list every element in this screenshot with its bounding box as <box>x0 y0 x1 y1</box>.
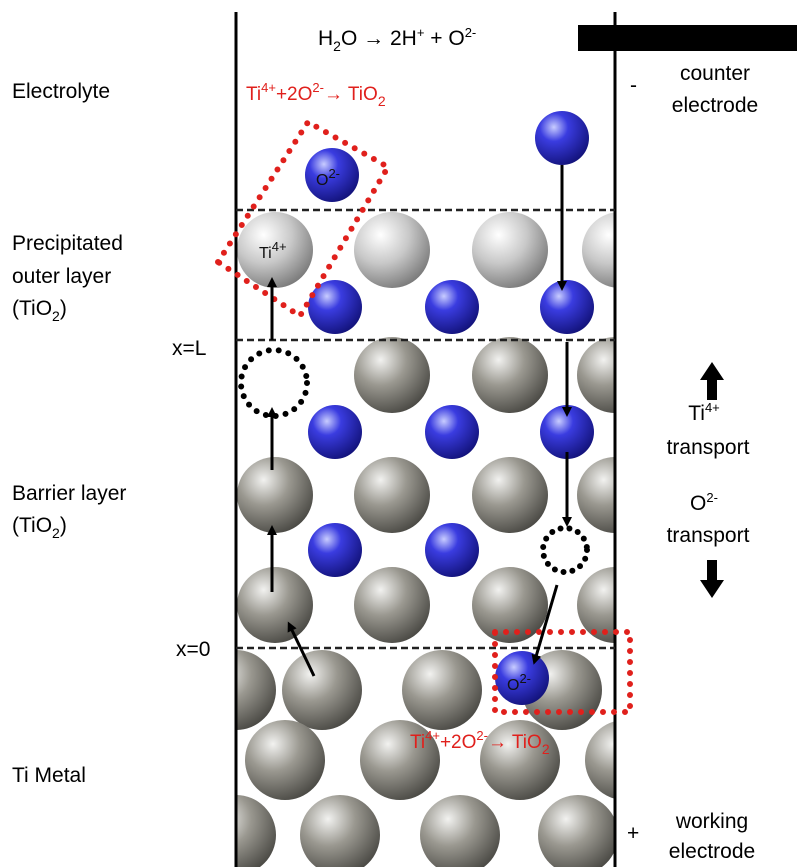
atom <box>402 650 482 730</box>
atom <box>354 457 430 533</box>
label: (TiO2) <box>12 297 67 324</box>
atom <box>585 720 665 800</box>
label: electrode <box>672 94 758 117</box>
diagram: O2- Ti4+ O2- H2O → 2H+ + O2- Ti4++2O2-→ … <box>0 0 797 867</box>
atom <box>354 567 430 643</box>
atom <box>538 795 618 867</box>
atom <box>425 405 479 459</box>
atom <box>540 280 594 334</box>
label: electrode <box>669 840 755 863</box>
label: Ti4+ <box>688 400 720 425</box>
atom <box>582 212 658 288</box>
label: x=0 <box>176 638 210 661</box>
atom <box>308 523 362 577</box>
atom <box>237 457 313 533</box>
label: (TiO2) <box>12 514 67 541</box>
label: transport <box>667 524 750 547</box>
atom <box>472 337 548 413</box>
atom <box>472 212 548 288</box>
label: outer layer <box>12 265 111 288</box>
atom <box>245 720 325 800</box>
atom <box>354 337 430 413</box>
reaction: Ti4++2O2-→ TiO2 <box>246 80 386 109</box>
label: x=L <box>172 337 206 360</box>
label: Precipitated <box>12 232 123 255</box>
label: Barrier layer <box>12 482 126 505</box>
label: transport <box>667 436 750 459</box>
atom <box>472 457 548 533</box>
atom <box>425 523 479 577</box>
label: working <box>675 810 748 833</box>
atom-lattice <box>196 111 665 867</box>
up-arrow <box>700 362 724 400</box>
vacancy <box>543 528 587 572</box>
atom <box>308 280 362 334</box>
label: counter <box>680 62 750 85</box>
atom <box>425 280 479 334</box>
atom <box>308 405 362 459</box>
vacancy <box>241 350 307 416</box>
atom <box>282 650 362 730</box>
page: { "reaction_top": {"parts": ["H", "2", "… <box>0 0 797 867</box>
atom <box>420 795 500 867</box>
label: - <box>630 74 637 97</box>
label: Electrolyte <box>12 80 110 103</box>
atom <box>300 795 380 867</box>
label: Ti Metal <box>12 764 86 787</box>
reaction-site <box>218 122 388 316</box>
atom <box>237 567 313 643</box>
atom <box>535 111 589 165</box>
down-arrow <box>700 560 724 598</box>
atom <box>354 212 430 288</box>
atom <box>540 405 594 459</box>
counter-electrode <box>578 25 797 51</box>
label: O2- <box>690 490 718 515</box>
reaction: H2O → 2H+ + O2- <box>318 25 476 54</box>
label: + <box>627 822 639 845</box>
